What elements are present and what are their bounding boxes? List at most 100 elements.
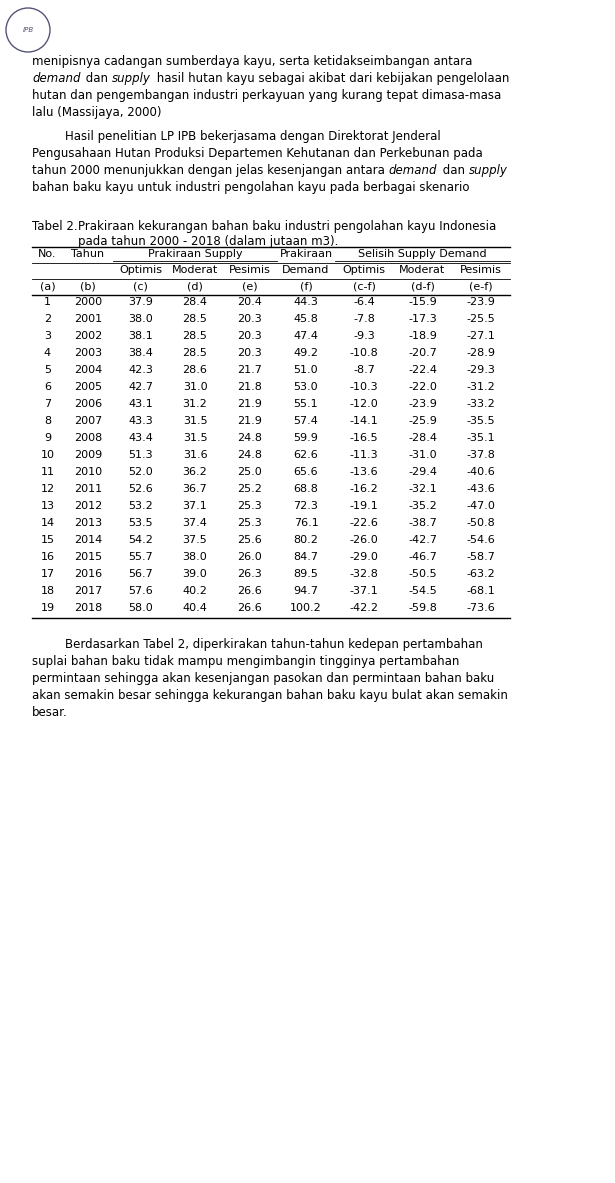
Text: -59.8: -59.8 [408, 603, 437, 613]
Text: -19.1: -19.1 [349, 500, 378, 511]
Text: 5: 5 [44, 366, 51, 375]
Text: 31.5: 31.5 [183, 433, 207, 442]
Text: 2015: 2015 [74, 552, 102, 562]
Text: -10.3: -10.3 [350, 382, 378, 392]
Text: demand: demand [32, 72, 81, 85]
Text: Pesimis: Pesimis [229, 265, 271, 274]
Text: -42.7: -42.7 [408, 535, 437, 545]
Text: -37.8: -37.8 [467, 450, 496, 460]
Text: 51.0: 51.0 [294, 366, 319, 375]
Text: 17: 17 [41, 569, 55, 578]
Text: 24.8: 24.8 [237, 450, 262, 460]
Text: (e): (e) [242, 282, 257, 291]
Text: (b): (b) [80, 282, 96, 291]
Text: -46.7: -46.7 [408, 552, 437, 562]
Text: 2009: 2009 [74, 450, 102, 460]
Text: (c-f): (c-f) [352, 282, 375, 291]
Text: 26.3: 26.3 [237, 569, 262, 578]
Text: 43.3: 43.3 [128, 416, 153, 426]
Text: 25.6: 25.6 [237, 535, 262, 545]
Text: dan: dan [82, 72, 113, 85]
Text: 12: 12 [41, 484, 55, 494]
Text: Prakiraan: Prakiraan [279, 248, 333, 259]
Text: Tahun: Tahun [71, 248, 105, 259]
Text: -22.6: -22.6 [349, 518, 378, 528]
Text: 21.7: 21.7 [237, 366, 262, 375]
Text: 21.8: 21.8 [237, 382, 262, 392]
Text: 2017: 2017 [74, 586, 102, 596]
Text: 42.3: 42.3 [128, 366, 153, 375]
Text: IPB: IPB [22, 27, 34, 33]
Text: menipisnya cadangan sumberdaya kayu, serta ketidakseimbangan antara: menipisnya cadangan sumberdaya kayu, ser… [32, 54, 472, 67]
Text: 7: 7 [44, 399, 51, 409]
Text: 89.5: 89.5 [293, 569, 319, 578]
Text: 25.0: 25.0 [237, 467, 262, 477]
Text: -35.2: -35.2 [408, 500, 437, 511]
Text: (f): (f) [300, 282, 312, 291]
Text: hutan dan pengembangan industri perkayuan yang kurang tepat dimasa-masa: hutan dan pengembangan industri perkayua… [32, 89, 501, 102]
Text: -27.1: -27.1 [467, 331, 496, 341]
Text: -13.6: -13.6 [350, 467, 378, 477]
Text: 6: 6 [44, 382, 51, 392]
Text: Pengusahaan Hutan Produksi Departemen Kehutanan dan Perkebunan pada: Pengusahaan Hutan Produksi Departemen Ke… [32, 147, 483, 160]
Text: 52.0: 52.0 [128, 467, 153, 477]
Text: 28.4: 28.4 [183, 297, 207, 308]
Text: -40.6: -40.6 [467, 467, 495, 477]
Text: 25.3: 25.3 [237, 500, 262, 511]
Text: 100.2: 100.2 [290, 603, 322, 613]
Text: 47.4: 47.4 [293, 331, 319, 341]
Text: -31.2: -31.2 [467, 382, 495, 392]
Text: -68.1: -68.1 [467, 586, 495, 596]
Text: (c): (c) [133, 282, 148, 291]
Text: -23.9: -23.9 [408, 399, 437, 409]
Text: 11: 11 [41, 467, 55, 477]
Text: supply: supply [113, 72, 151, 85]
Text: 2006: 2006 [74, 399, 102, 409]
Text: 84.7: 84.7 [293, 552, 319, 562]
Text: 21.9: 21.9 [237, 399, 262, 409]
Text: pada tahun 2000 - 2018 (dalam jutaan m3).: pada tahun 2000 - 2018 (dalam jutaan m3)… [78, 235, 338, 248]
Text: 25.2: 25.2 [237, 484, 262, 494]
Text: 94.7: 94.7 [293, 586, 319, 596]
Text: 68.8: 68.8 [293, 484, 319, 494]
Text: 2005: 2005 [74, 382, 102, 392]
Text: supply: supply [469, 164, 508, 177]
Text: -6.4: -6.4 [353, 297, 375, 308]
Text: 44.3: 44.3 [293, 297, 319, 308]
Text: 2018: 2018 [74, 603, 102, 613]
Text: permintaan sehingga akan kesenjangan pasokan dan permintaan bahan baku: permintaan sehingga akan kesenjangan pas… [32, 672, 494, 685]
Text: 53.5: 53.5 [128, 518, 153, 528]
Text: 3: 3 [44, 331, 51, 341]
Text: 8: 8 [44, 416, 51, 426]
Text: 37.1: 37.1 [183, 500, 207, 511]
Text: -73.6: -73.6 [467, 603, 495, 613]
Text: 20.3: 20.3 [237, 348, 262, 358]
Text: 2014: 2014 [74, 535, 102, 545]
Text: Optimis: Optimis [343, 265, 386, 274]
Text: -7.8: -7.8 [353, 313, 375, 324]
Text: 39.0: 39.0 [183, 569, 207, 578]
Text: 20.3: 20.3 [237, 331, 262, 341]
Text: -25.5: -25.5 [467, 313, 495, 324]
Text: 31.0: 31.0 [183, 382, 207, 392]
Text: Demand: Demand [282, 265, 330, 274]
Text: -23.9: -23.9 [467, 297, 496, 308]
Text: 2012: 2012 [74, 500, 102, 511]
Text: 38.0: 38.0 [128, 313, 153, 324]
Text: -26.0: -26.0 [349, 535, 378, 545]
Text: 9: 9 [44, 433, 51, 442]
Text: demand: demand [389, 164, 437, 177]
Text: -29.4: -29.4 [408, 467, 437, 477]
Text: -15.9: -15.9 [408, 297, 437, 308]
Text: 1: 1 [44, 297, 51, 308]
Text: 26.6: 26.6 [237, 586, 262, 596]
Text: Pesimis: Pesimis [460, 265, 502, 274]
Text: 76.1: 76.1 [293, 518, 319, 528]
Text: 58.0: 58.0 [128, 603, 153, 613]
Text: 15: 15 [41, 535, 55, 545]
Text: -16.2: -16.2 [349, 484, 378, 494]
Text: 54.2: 54.2 [128, 535, 153, 545]
Text: -9.3: -9.3 [353, 331, 375, 341]
Text: (d-f): (d-f) [411, 282, 434, 291]
Text: 2003: 2003 [74, 348, 102, 358]
